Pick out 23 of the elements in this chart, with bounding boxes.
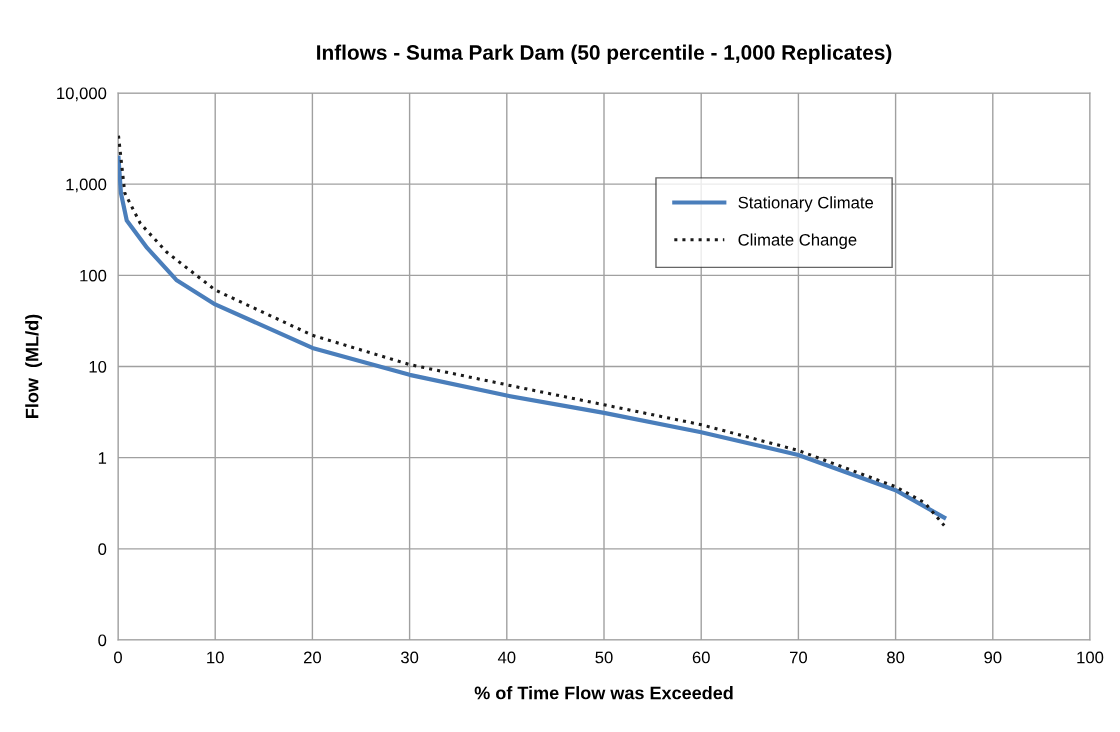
x-tick-label: 30 [400, 651, 419, 664]
y-tick-label: 100 [80, 269, 107, 282]
y-tick-label: 1 [98, 452, 107, 464]
x-tick-label: 80 [887, 651, 905, 664]
chart-title: Inflows - Suma Park Dam (50 percentile - 1,000 Replicates) [317, 44, 892, 64]
x-tick-label: 60 [692, 651, 710, 664]
x-tick-label: 50 [595, 651, 613, 664]
x-axis-title: % of Time Flow was Exceeded [474, 686, 733, 700]
x-tick-label: 0 [114, 651, 122, 664]
y-axis-title: Flow (ML/d) [25, 314, 43, 418]
y-tick-label: 10,000 [57, 87, 107, 102]
legend-label: Climate Change [738, 233, 857, 249]
y-tick-label: 0 [98, 634, 107, 647]
x-tick-label: 70 [789, 651, 808, 664]
x-tick-label: 20 [303, 651, 322, 664]
legend-label: Stationary Climate [738, 196, 874, 212]
x-tick-label: 40 [497, 651, 516, 664]
y-tick-label: 10 [89, 360, 107, 373]
x-tick-label: 90 [984, 651, 1002, 664]
x-tick-label: 10 [207, 651, 224, 664]
y-tick-label: 0 [98, 543, 107, 556]
x-tick-label: 100 [1077, 651, 1104, 664]
y-tick-label: 1,000 [66, 178, 107, 193]
